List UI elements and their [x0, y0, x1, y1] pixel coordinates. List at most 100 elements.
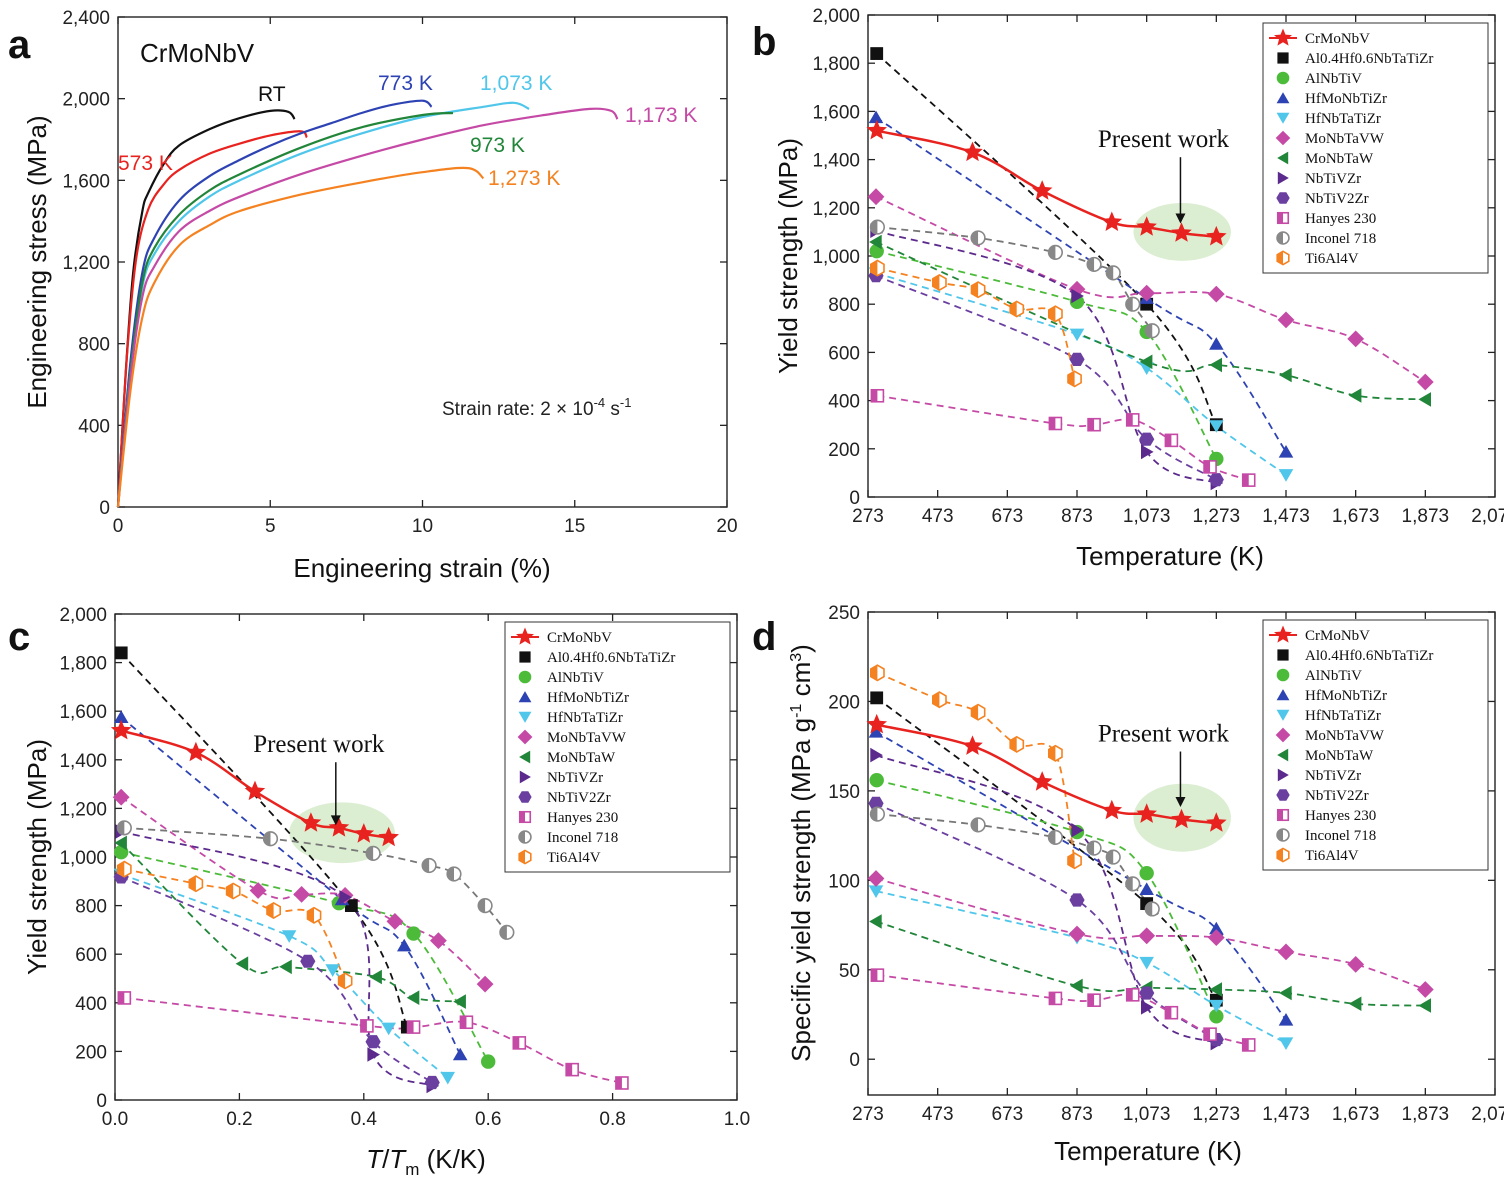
- legend-marker: [1277, 151, 1289, 165]
- data-point: [453, 994, 466, 1009]
- y-tick-label: 600: [828, 343, 860, 364]
- legend-marker: [517, 729, 533, 745]
- legend-marker: [1276, 71, 1290, 85]
- data-point: [1086, 256, 1102, 273]
- x-tick-label: 1,473: [1262, 1104, 1310, 1125]
- legend-marker: [1276, 828, 1290, 842]
- data-point: [476, 975, 494, 993]
- y-tick-label: 1,600: [812, 102, 860, 123]
- data-point: [116, 860, 132, 878]
- data-point: [1209, 357, 1222, 373]
- data-point: [1105, 265, 1121, 281]
- data-point: [870, 388, 885, 403]
- data-point: [1241, 1038, 1256, 1052]
- legend-marker: [518, 830, 532, 844]
- data-point: [1069, 893, 1085, 907]
- y-axis-label: Specific yield strength (MPa g-1 cm3): [786, 644, 816, 1062]
- data-point: [1139, 986, 1155, 1000]
- x-tick-label: 15: [564, 516, 585, 537]
- y-tick-label: 0: [96, 1091, 107, 1112]
- data-point: [1087, 417, 1101, 432]
- data-point: [381, 1022, 396, 1036]
- data-point: [512, 1036, 527, 1050]
- data-point: [1070, 978, 1083, 994]
- data-point: [1164, 1005, 1179, 1020]
- y-tick-label: 1,800: [59, 654, 107, 675]
- y-tick-label: 1,600: [59, 702, 107, 723]
- y-tick-label: 150: [828, 782, 860, 803]
- curve-label: 773 K: [378, 72, 433, 95]
- y-tick-label: 250: [828, 603, 860, 624]
- legend-marker: [1276, 112, 1290, 124]
- fit-curve: [877, 394, 1249, 481]
- legend-marker: [518, 670, 532, 684]
- y-tick-label: 2,000: [59, 605, 107, 626]
- legend-label: AlNbTiV: [1305, 668, 1362, 684]
- y-tick-label: 1,400: [59, 751, 107, 772]
- legend-marker: [518, 849, 532, 865]
- legend-label: NbTiVZr: [547, 770, 603, 786]
- panel-letter-a: a: [8, 23, 31, 67]
- legend-label: Al0.4Hf0.6NbTaTiZr: [547, 650, 675, 666]
- x-tick-label: 0.0: [102, 1109, 128, 1130]
- legend-label: HfMoNbTiZr: [1305, 688, 1387, 704]
- data-point: [1209, 420, 1224, 433]
- fit-curve: [875, 877, 1426, 991]
- x-tick-label: 5: [265, 516, 276, 537]
- data-point: [369, 969, 382, 985]
- x-tick-label: 1,273: [1193, 1104, 1241, 1125]
- curve-label: 1,173 K: [625, 104, 697, 127]
- legend-label: Inconel 718: [547, 830, 618, 846]
- panel-letter-c: c: [8, 615, 30, 659]
- y-tick-label: 800: [828, 295, 860, 316]
- y-tick-label: 50: [839, 961, 860, 982]
- data-point: [1141, 1000, 1154, 1015]
- x-tick-label: 473: [922, 1104, 954, 1125]
- data-point: [1136, 803, 1157, 823]
- legend-box: [1262, 619, 1489, 871]
- annotation-arrowhead: [1175, 796, 1186, 807]
- x-axis-label: Engineering strain (%): [293, 553, 550, 583]
- data-point: [300, 812, 322, 832]
- legend-label: HfNbTaTiZr: [1305, 708, 1381, 724]
- stress-strain-curve: [116, 111, 454, 508]
- legend-marker: [1277, 649, 1289, 661]
- plot-frame: [867, 611, 1496, 1096]
- legend-marker: [519, 651, 531, 663]
- x-tick-label: 873: [1061, 506, 1093, 527]
- data-point: [1047, 829, 1064, 846]
- data-point: [1209, 337, 1224, 350]
- data-point: [406, 926, 421, 941]
- y-axis-label: Yield strength (MPa): [22, 739, 52, 975]
- data-point: [615, 1076, 629, 1090]
- legend-label: Hanyes 230: [1305, 808, 1376, 824]
- legend-marker: [1274, 28, 1292, 46]
- legend-label: AlNbTiV: [547, 670, 604, 686]
- y-axis-label: Yield strength (MPa): [773, 138, 803, 374]
- curve-label: 1,073 K: [480, 72, 552, 95]
- data-point: [870, 691, 884, 705]
- y-tick-label: 0: [849, 1050, 860, 1071]
- annotation-arrowhead: [330, 815, 341, 826]
- legend-marker: [518, 791, 532, 803]
- fit-curve: [120, 652, 409, 1028]
- chart-d: 273 473 673 873 1,073 1,273 1,473 1,673 1,873 2,0…: [786, 603, 1504, 1166]
- x-tick-label: 2,073: [1471, 1104, 1504, 1125]
- data-point: [1048, 991, 1063, 1006]
- data-point: [1209, 982, 1222, 997]
- stress-strain-curve: [116, 130, 308, 508]
- data-point: [1067, 852, 1082, 870]
- data-point: [406, 1020, 421, 1034]
- legend-marker: [1277, 768, 1289, 782]
- legend-marker: [519, 750, 531, 764]
- y-tick-label: 100: [828, 871, 860, 892]
- legend-box: [504, 621, 731, 873]
- x-tick-label: 0.6: [475, 1109, 501, 1130]
- data-point: [112, 788, 130, 806]
- chart-a: 0 5 10 15 20 0 400 800 1,200 1,600 2,000 2,400 RT 573…: [22, 8, 738, 583]
- y-tick-label: 200: [828, 440, 860, 461]
- data-point: [1348, 996, 1362, 1011]
- data-point: [386, 913, 404, 930]
- panel-letter-b: b: [752, 20, 776, 64]
- legend-label: NbTiV2Zr: [1305, 788, 1369, 804]
